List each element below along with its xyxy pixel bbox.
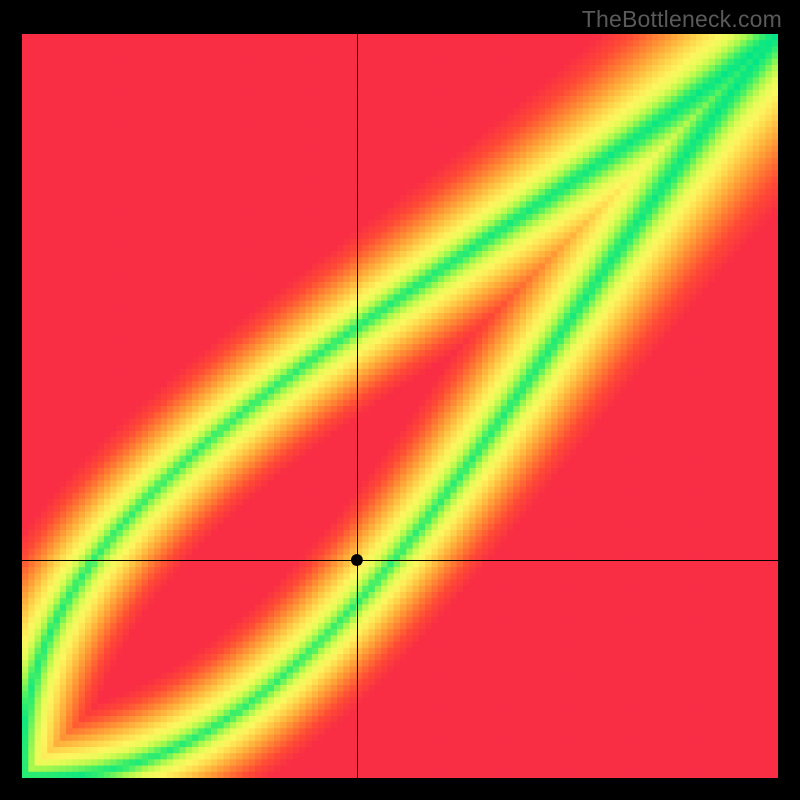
heatmap-canvas [22, 34, 778, 778]
watermark-text: TheBottleneck.com [582, 6, 782, 33]
heatmap-plot [22, 34, 778, 778]
